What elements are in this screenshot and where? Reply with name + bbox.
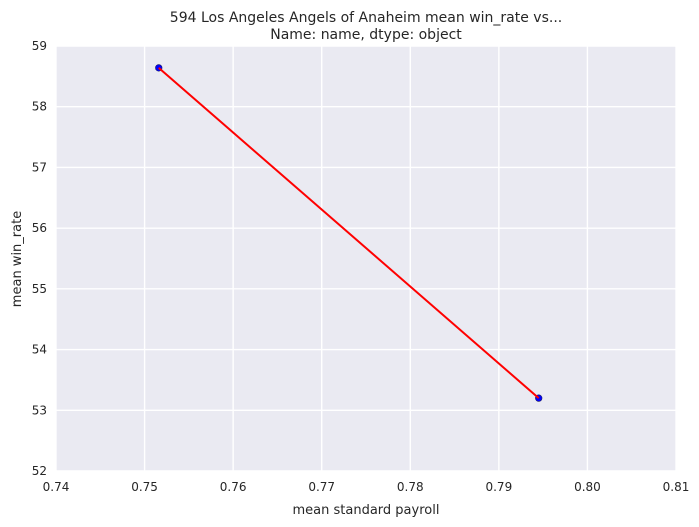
series-line bbox=[158, 67, 540, 399]
y-tick-label: 54 bbox=[32, 343, 47, 357]
chart-title-line-1: 594 Los Angeles Angels of Anaheim mean w… bbox=[170, 10, 562, 26]
x-tick-label: 0.76 bbox=[220, 480, 247, 494]
y-tick-label: 57 bbox=[32, 160, 47, 174]
grid-lines bbox=[55, 45, 677, 472]
x-tick-label: 0.77 bbox=[308, 480, 335, 494]
chart-title-line-2: Name: name, dtype: object bbox=[270, 27, 462, 43]
x-axis-label: mean standard payroll bbox=[293, 503, 440, 518]
x-tick-label: 0.74 bbox=[43, 480, 70, 494]
x-tick-label: 0.79 bbox=[485, 480, 512, 494]
data-series bbox=[155, 64, 543, 402]
y-tick-label: 53 bbox=[32, 403, 47, 417]
y-tick-label: 59 bbox=[32, 39, 47, 53]
plot-area bbox=[56, 46, 676, 471]
y-tick-labels: 52 53 54 55 56 57 58 59 bbox=[32, 39, 47, 478]
y-tick-label: 58 bbox=[32, 100, 47, 114]
y-tick-label: 56 bbox=[32, 221, 47, 235]
x-tick-labels: 0.74 0.75 0.76 0.77 0.78 0.79 0.80 0.81 bbox=[43, 480, 690, 494]
x-tick-label: 0.80 bbox=[574, 480, 601, 494]
x-tick-label: 0.78 bbox=[397, 480, 424, 494]
x-tick-label: 0.81 bbox=[663, 480, 690, 494]
y-tick-label: 52 bbox=[32, 464, 47, 478]
y-tick-label: 55 bbox=[32, 282, 47, 296]
x-tick-label: 0.75 bbox=[131, 480, 158, 494]
y-axis-label: mean win_rate bbox=[10, 211, 25, 307]
